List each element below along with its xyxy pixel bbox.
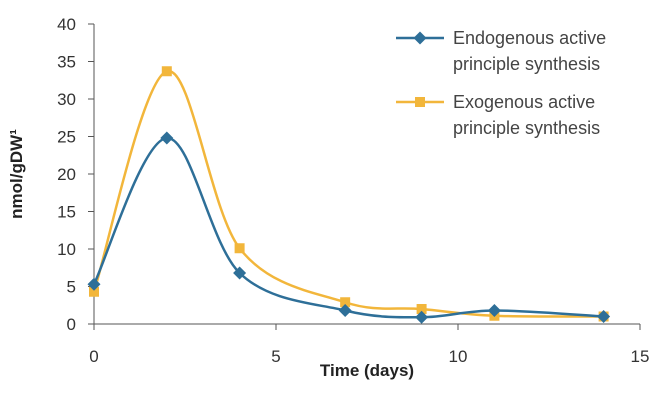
legend-label: Exogenous active: [453, 92, 595, 112]
legend-swatch-marker: [415, 97, 425, 107]
data-point: [415, 310, 429, 324]
data-point: [160, 131, 174, 145]
y-tick-label: 40: [57, 15, 76, 34]
series-layer: [87, 66, 611, 324]
data-point: [487, 304, 501, 317]
legend-label: principle synthesis: [453, 54, 600, 74]
y-tick-label: 30: [57, 90, 76, 109]
series-endogenous: [87, 131, 611, 324]
data-point: [87, 277, 101, 291]
legend-item: Endogenous active principle synthesis: [396, 28, 606, 74]
y-tick-label: 35: [57, 53, 76, 72]
series-line: [92, 136, 604, 319]
x-tick-label: 15: [631, 347, 650, 366]
y-tick-label: 0: [67, 315, 76, 334]
legend-swatch-marker: [413, 31, 427, 45]
data-point: [89, 286, 99, 297]
legend-label: Endogenous active: [453, 28, 606, 48]
y-tick-label: 10: [57, 240, 76, 259]
y-tick-label: 15: [57, 203, 76, 222]
legend-item: Exogenous active principle synthesis: [396, 92, 600, 138]
x-tick-label: 0: [89, 347, 98, 366]
data-point: [340, 297, 351, 308]
data-point: [416, 304, 427, 314]
data-point: [233, 266, 247, 280]
axes: 0 5 10 15 20 25 30 35 40 0 5 10 15: [57, 15, 649, 366]
x-ticks: 0 5 10 15: [89, 324, 649, 366]
y-tick-label: 20: [57, 165, 76, 184]
legend-label: principle synthesis: [453, 118, 600, 138]
y-tick-label: 25: [57, 128, 76, 147]
y-tick-label: 5: [67, 278, 76, 297]
x-tick-label: 5: [271, 347, 280, 366]
y-ticks: 0 5 10 15 20 25 30 35 40: [57, 15, 94, 334]
data-point: [597, 310, 611, 323]
x-tick-label: 10: [449, 347, 468, 366]
data-point: [161, 66, 172, 77]
data-point: [234, 243, 245, 254]
x-axis-title: Time (days): [320, 361, 414, 380]
data-point: [338, 304, 352, 317]
y-axis-title: nmol/gDW¹: [7, 129, 26, 219]
